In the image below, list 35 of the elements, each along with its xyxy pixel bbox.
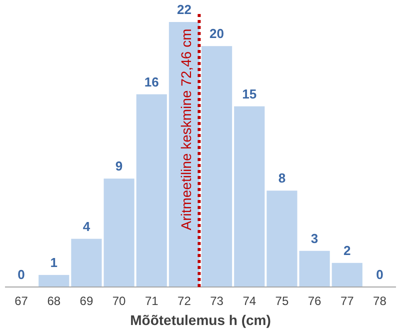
data-label: 0 (18, 267, 25, 282)
data-label: 9 (115, 158, 123, 174)
x-tick-label: 73 (210, 294, 224, 308)
data-label: 22 (176, 2, 192, 17)
data-label: 16 (144, 74, 159, 90)
ref-line-label: Aritmeetiline keskmine 72,46 cm (178, 28, 194, 230)
data-label: 4 (82, 218, 91, 234)
bar (332, 262, 362, 287)
bar (136, 94, 167, 287)
bar (202, 46, 232, 287)
data-label: 2 (344, 242, 351, 258)
x-tick-label: 74 (242, 294, 256, 308)
x-tick-label: 70 (112, 294, 126, 308)
data-label: 3 (310, 230, 318, 246)
data-label: 15 (242, 86, 257, 102)
data-label: 8 (278, 170, 286, 186)
x-axis-title: Mõõtetulemus h (cm) (130, 312, 271, 328)
data-label: 20 (210, 26, 224, 42)
bar (299, 250, 330, 287)
x-tick-label: 77 (340, 294, 354, 308)
x-tick-label: 69 (80, 294, 94, 308)
bar (71, 238, 102, 287)
bar (266, 190, 298, 287)
bar (104, 178, 134, 287)
x-tick-label: 78 (373, 294, 387, 308)
bar (234, 106, 265, 287)
data-label: 0 (376, 267, 384, 282)
x-tick-label: 76 (308, 294, 322, 308)
x-tick-label: 68 (47, 294, 61, 308)
bar (38, 274, 70, 287)
x-tick-label: 72 (178, 294, 192, 308)
x-tick-label: 71 (144, 294, 159, 308)
data-label: 1 (50, 254, 58, 270)
x-tick-label: 75 (275, 294, 289, 308)
x-tick-label: 67 (14, 294, 28, 308)
